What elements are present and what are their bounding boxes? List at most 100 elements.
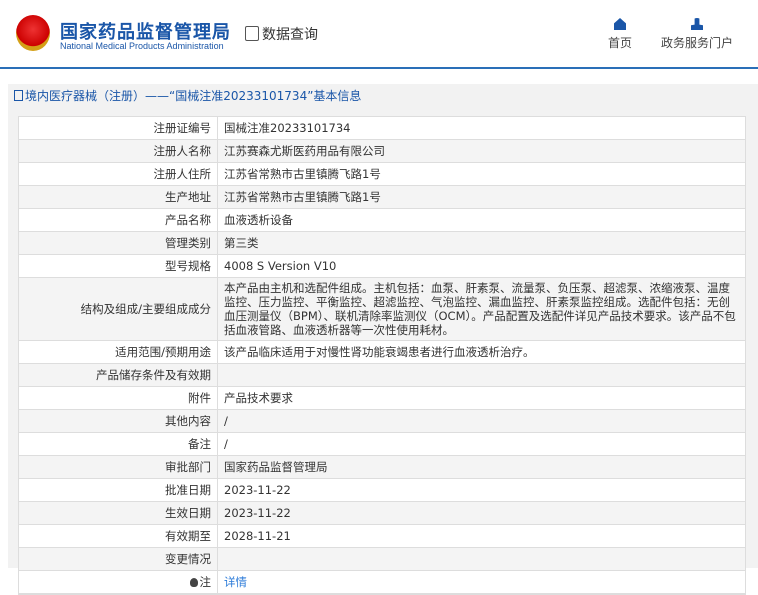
row-value-text: 江苏省常熟市古里镇腾飞路1号 xyxy=(224,167,381,181)
table-row: 其他内容 / xyxy=(19,410,745,433)
row-label: 审批部门 xyxy=(19,456,218,478)
row-value-text: 2028-11-21 xyxy=(224,529,291,543)
row-label: 注册证编号 xyxy=(19,117,218,139)
table-row: 注册证编号 国械注准20233101734 xyxy=(19,117,745,140)
row-label-text: 型号规格 xyxy=(165,259,211,273)
row-label-text: 结构及组成/主要组成成分 xyxy=(80,302,211,316)
table-row: 产品名称 血液透析设备 xyxy=(19,209,745,232)
table-row: 生产地址 江苏省常熟市古里镇腾飞路1号 xyxy=(19,186,745,209)
table-row: 附件 产品技术要求 xyxy=(19,387,745,410)
lightbulb-icon xyxy=(189,577,198,587)
data-query-label: 数据查询 xyxy=(262,27,318,43)
table-row: 结构及组成/主要组成成分 本产品由主机和选配件组成。主机包括：血泵、肝素泵、流量泵… xyxy=(19,278,745,341)
row-value-text: 江苏省常熟市古里镇腾飞路1号 xyxy=(224,190,381,204)
row-value: 江苏赛森尤斯医药用品有限公司 xyxy=(218,140,745,162)
nav-home[interactable]: 首页 xyxy=(608,18,632,51)
row-label: 其他内容 xyxy=(19,410,218,432)
row-label-text: 注册人名称 xyxy=(153,144,212,158)
panel-title: 境内医疗器械（注册）——“国械注准20233101734”基本信息 xyxy=(8,84,758,109)
row-value-text: 国家药品监督管理局 xyxy=(224,460,328,474)
row-label-text: 生效日期 xyxy=(165,506,211,520)
row-label: 型号规格 xyxy=(19,255,218,277)
home-icon xyxy=(614,18,626,30)
row-label-text: 注册人住所 xyxy=(153,167,212,181)
site-header: 国家药品监督管理局 National Medical Products Admi… xyxy=(0,0,758,69)
row-label: 有效期至 xyxy=(19,525,218,547)
row-label: 附件 xyxy=(19,387,218,409)
table-row: 生效日期 2023-11-22 xyxy=(19,502,745,525)
row-label-text: 管理类别 xyxy=(165,236,211,250)
row-label-text: 批准日期 xyxy=(165,483,211,497)
user-icon xyxy=(691,18,703,30)
row-label-text: 生产地址 xyxy=(165,190,211,204)
table-row: 适用范围/预期用途 该产品临床适用于对慢性肾功能衰竭患者进行血液透析治疗。 xyxy=(19,341,745,364)
logo-subtitle: National Medical Products Administration xyxy=(60,41,224,51)
row-label: 备注 xyxy=(19,433,218,455)
row-value: 2028-11-21 xyxy=(218,525,745,547)
table-row: 审批部门 国家药品监督管理局 xyxy=(19,456,745,479)
row-value: 血液透析设备 xyxy=(218,209,745,231)
row-label: 生产地址 xyxy=(19,186,218,208)
nav-home-label: 首页 xyxy=(608,36,633,50)
row-label: 批准日期 xyxy=(19,479,218,501)
row-label-text: 附件 xyxy=(188,391,211,405)
row-label: 产品名称 xyxy=(19,209,218,231)
panel-title-text: 境内医疗器械（注册）——“国械注准20233101734”基本信息 xyxy=(25,89,362,103)
row-label-text: 有效期至 xyxy=(165,529,211,543)
table-row: 变更情况 xyxy=(19,548,745,571)
row-value: 详情 xyxy=(218,571,745,593)
table-row: 批准日期 2023-11-22 xyxy=(19,479,745,502)
table-row: 注册人名称 江苏赛森尤斯医药用品有限公司 xyxy=(19,140,745,163)
row-value-text: / xyxy=(224,414,228,428)
nav-portal-label: 政务服务门户 xyxy=(661,36,734,50)
row-value-text: 产品技术要求 xyxy=(224,391,293,405)
table-row: 型号规格 4008 S Version V10 xyxy=(19,255,745,278)
row-label-text: 备注 xyxy=(188,437,211,451)
row-value: 2023-11-22 xyxy=(218,502,745,524)
row-value-text: 该产品临床适用于对慢性肾功能衰竭患者进行血液透析治疗。 xyxy=(224,345,535,359)
row-label: 生效日期 xyxy=(19,502,218,524)
detail-table: 注册证编号 国械注准20233101734 注册人名称 江苏赛森尤斯医药用品有限公司注… xyxy=(18,116,746,595)
row-value: 国家药品监督管理局 xyxy=(218,456,745,478)
row-label: 注册人住所 xyxy=(19,163,218,185)
row-label-text: 产品储存条件及有效期 xyxy=(96,368,211,382)
row-value: 江苏省常熟市古里镇腾飞路1号 xyxy=(218,163,745,185)
row-label-text: 产品名称 xyxy=(165,213,211,227)
row-value-text: 本产品由主机和选配件组成。主机包括：血泵、肝素泵、流量泵、负压泵、超滤泵、浓缩液… xyxy=(224,281,736,337)
row-value-text: 2023-11-22 xyxy=(224,506,291,520)
row-value: 2023-11-22 xyxy=(218,479,745,501)
row-value-text: 2023-11-22 xyxy=(224,483,291,497)
row-value: 本产品由主机和选配件组成。主机包括：血泵、肝素泵、流量泵、负压泵、超滤泵、浓缩液… xyxy=(218,278,745,340)
table-row: 注详情 xyxy=(19,571,745,594)
row-value: / xyxy=(218,410,745,432)
row-value-text: 4008 S Version V10 xyxy=(224,259,337,273)
row-value: 该产品临床适用于对慢性肾功能衰竭患者进行血液透析治疗。 xyxy=(218,341,745,363)
row-value-text: 江苏赛森尤斯医药用品有限公司 xyxy=(224,144,385,158)
table-row: 备注 / xyxy=(19,433,745,456)
table-row: 产品储存条件及有效期 xyxy=(19,364,745,387)
row-value-text: / xyxy=(224,437,228,451)
row-value xyxy=(218,548,745,570)
row-label: 管理类别 xyxy=(19,232,218,254)
row-value-text: 国械注准20233101734 xyxy=(224,121,351,135)
row-value: 第三类 xyxy=(218,232,745,254)
details-link[interactable]: 详情 xyxy=(224,575,247,589)
row-label: 适用范围/预期用途 xyxy=(19,341,218,363)
row-value: 江苏省常熟市古里镇腾飞路1号 xyxy=(218,186,745,208)
row-label: 注 xyxy=(19,571,218,593)
row-label: 产品储存条件及有效期 xyxy=(19,364,218,386)
nav-gov-portal[interactable]: 政务服务门户 xyxy=(661,18,733,51)
row-label: 变更情况 xyxy=(19,548,218,570)
row-value xyxy=(218,364,745,386)
row-label-text: 变更情况 xyxy=(165,552,211,566)
row-label-text: 注 xyxy=(199,575,212,589)
row-label: 注册人名称 xyxy=(19,140,218,162)
table-row: 管理类别 第三类 xyxy=(19,232,745,255)
row-label: 结构及组成/主要组成成分 xyxy=(19,278,218,340)
logo-title: 国家药品监督管理局 xyxy=(60,22,231,43)
row-value: 4008 S Version V10 xyxy=(218,255,745,277)
row-label-text: 注册证编号 xyxy=(153,121,212,135)
data-query-title: 数据查询 xyxy=(245,24,318,44)
table-row: 注册人住所 江苏省常熟市古里镇腾飞路1号 xyxy=(19,163,745,186)
row-label-text: 其他内容 xyxy=(165,414,211,428)
